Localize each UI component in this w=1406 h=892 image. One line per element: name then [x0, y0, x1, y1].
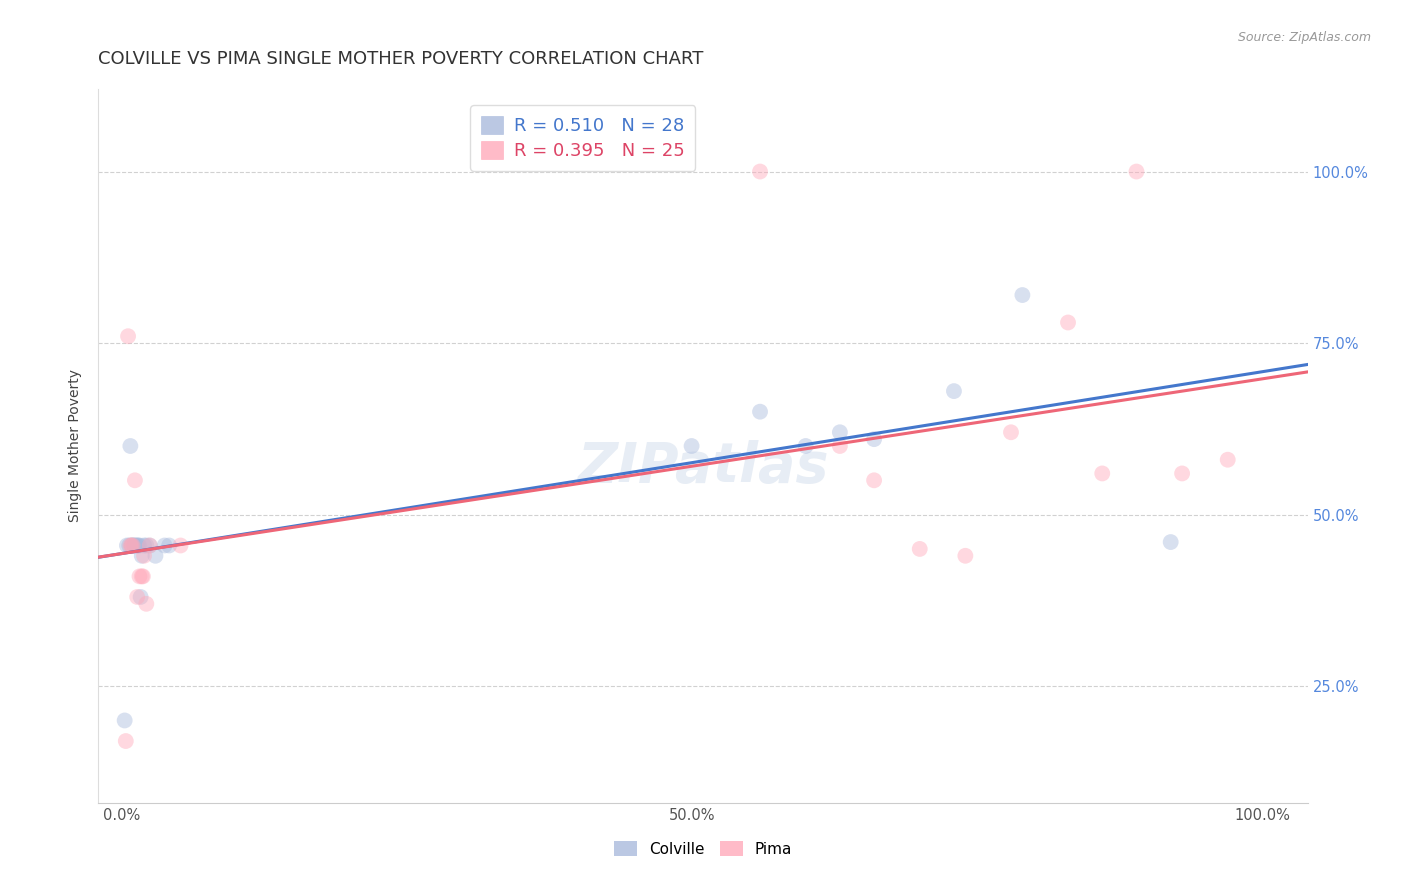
- Point: [128, 569, 150, 583]
- Point: [127, 539, 149, 553]
- Point: [124, 473, 146, 487]
- Point: [131, 549, 153, 563]
- Point: [749, 164, 772, 178]
- Point: [1011, 288, 1033, 302]
- Point: [169, 539, 191, 553]
- Point: [121, 539, 143, 553]
- Point: [135, 597, 157, 611]
- Point: [1216, 452, 1239, 467]
- Point: [120, 539, 142, 553]
- Point: [1125, 164, 1147, 178]
- Point: [942, 384, 965, 398]
- Text: Source: ZipAtlas.com: Source: ZipAtlas.com: [1237, 31, 1371, 45]
- Point: [1000, 425, 1022, 440]
- Point: [794, 439, 817, 453]
- Point: [115, 539, 138, 553]
- Point: [124, 539, 146, 553]
- Point: [114, 734, 136, 748]
- Point: [863, 432, 886, 446]
- Point: [955, 549, 977, 563]
- Point: [114, 714, 136, 728]
- Point: [1160, 535, 1182, 549]
- Point: [145, 549, 167, 563]
- Point: [121, 539, 143, 553]
- Text: ZIPatlas: ZIPatlas: [578, 441, 828, 494]
- Point: [131, 569, 153, 583]
- Point: [127, 590, 149, 604]
- Point: [1057, 316, 1080, 330]
- Point: [1171, 467, 1194, 481]
- Point: [153, 539, 176, 553]
- Point: [121, 539, 143, 553]
- Point: [681, 439, 703, 453]
- Point: [749, 405, 772, 419]
- Point: [828, 425, 851, 440]
- Point: [118, 539, 141, 553]
- Point: [128, 539, 150, 553]
- Y-axis label: Single Mother Poverty: Single Mother Poverty: [69, 369, 83, 523]
- Point: [157, 539, 180, 553]
- Point: [863, 473, 886, 487]
- Point: [132, 549, 155, 563]
- Point: [1091, 467, 1114, 481]
- Point: [117, 329, 139, 343]
- Point: [129, 590, 152, 604]
- Point: [132, 569, 155, 583]
- Point: [127, 539, 149, 553]
- Point: [120, 439, 142, 453]
- Point: [132, 539, 155, 553]
- Point: [139, 539, 162, 553]
- Text: COLVILLE VS PIMA SINGLE MOTHER POVERTY CORRELATION CHART: COLVILLE VS PIMA SINGLE MOTHER POVERTY C…: [98, 50, 704, 68]
- Point: [122, 539, 145, 553]
- Legend: Colville, Pima: Colville, Pima: [607, 835, 799, 863]
- Point: [125, 539, 148, 553]
- Point: [121, 539, 143, 553]
- Point: [908, 541, 931, 556]
- Point: [828, 439, 851, 453]
- Point: [139, 539, 162, 553]
- Point: [135, 539, 157, 553]
